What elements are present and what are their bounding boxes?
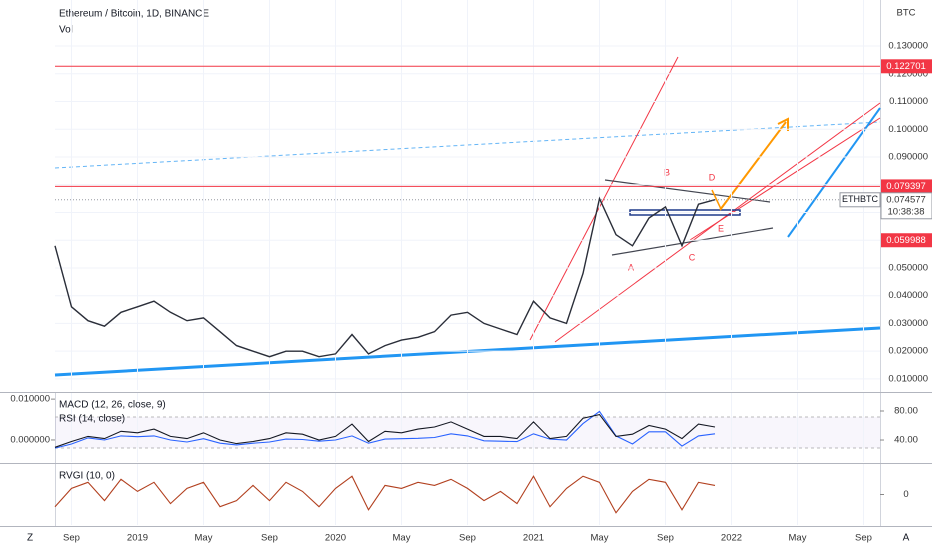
- x-tick-label: Sep: [261, 533, 278, 544]
- wave-label: C: [689, 252, 696, 262]
- x-tick-label: 2020: [325, 533, 346, 544]
- wave-label: D: [709, 172, 716, 182]
- wave-label: B: [664, 167, 670, 177]
- triangle-line: [604, 179, 771, 203]
- price-tag-label: 0.059988: [886, 235, 926, 246]
- y2-tick-label: 80.00: [894, 406, 918, 417]
- y-tick-label: 0.130000: [888, 41, 928, 52]
- series-line: [54, 475, 716, 514]
- x-tick-label: May: [591, 533, 609, 544]
- arrow-head: [777, 117, 789, 131]
- series-line: [54, 410, 716, 449]
- auto-button[interactable]: A: [903, 533, 910, 544]
- series-line: [54, 196, 716, 358]
- currency-label: BTC: [897, 8, 916, 19]
- legend-entry: MACD (12, 26, close, 9): [59, 400, 166, 411]
- series-line: [54, 413, 716, 448]
- price-tag: [881, 233, 932, 248]
- symbol-label: ETHBTC: [842, 194, 879, 204]
- y-tick-label: 0.120000: [888, 68, 928, 79]
- legend-entry: RSI (14, close): [59, 414, 125, 425]
- symbol-tag: [839, 192, 881, 208]
- x-tick-label: Sep: [63, 533, 80, 544]
- y-tick-label: 0.030000: [888, 318, 928, 329]
- y-tick-label: 0.020000: [888, 346, 928, 357]
- trend-line: [689, 117, 881, 241]
- y-tick-label: 0: [903, 489, 908, 500]
- trend-line: [529, 56, 679, 341]
- x-tick-label: 2019: [127, 533, 148, 544]
- x-tick-label: Sep: [459, 533, 476, 544]
- y-tick-label: 0.010000: [888, 373, 928, 384]
- y-tick-label: 0.050000: [888, 262, 928, 273]
- countdown-label: 10:38:38: [888, 206, 925, 217]
- x-tick-label: May: [789, 533, 807, 544]
- y-tick-label: 0.110000: [889, 96, 928, 107]
- arrow: [711, 189, 722, 210]
- x-tick-label: 2021: [523, 533, 544, 544]
- y-tick-label: 0.100000: [888, 124, 928, 135]
- x-tick-label: May: [393, 533, 411, 544]
- legend-entry: RVGI (10, 0): [59, 471, 115, 482]
- y2-tick-label: 40.00: [894, 435, 918, 446]
- x-tick-label: Sep: [855, 533, 872, 544]
- volume-label: Vol: [59, 25, 73, 36]
- price-tag: [881, 179, 932, 194]
- last-price-label: 0.074577: [886, 194, 926, 205]
- wave-label: E: [718, 223, 724, 233]
- y-tick-label: 0.010000: [10, 394, 50, 405]
- price-tag: [881, 59, 932, 74]
- wave-label: A: [628, 262, 634, 272]
- last-price-tag: [880, 192, 932, 220]
- chart-title: Ethereum / Bitcoin, 1D, BINANCE: [59, 9, 209, 20]
- x-tick-label: May: [195, 533, 213, 544]
- y-tick-label: 0.040000: [888, 290, 928, 301]
- triangle-line: [611, 227, 774, 256]
- price-tag-label: 0.079397: [886, 181, 926, 192]
- y-tick-label: 0.000000: [10, 434, 50, 445]
- scale-button[interactable]: Z: [27, 533, 33, 544]
- price-tag-label: 0.122701: [886, 61, 926, 72]
- y-tick-label: 0.090000: [888, 152, 928, 163]
- x-tick-label: Sep: [657, 533, 674, 544]
- x-tick-label: 2022: [721, 533, 742, 544]
